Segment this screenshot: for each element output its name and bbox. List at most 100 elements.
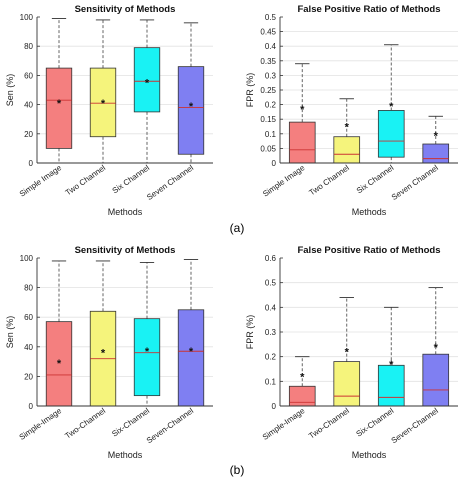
y-tick-label: 0.5 [265, 279, 277, 288]
y-tick-label: 0.45 [260, 28, 276, 37]
x-axis-label: Methods [352, 450, 387, 460]
x-tick-label: Six Channel [111, 163, 152, 195]
y-axis-label: FPR (%) [245, 315, 255, 350]
box-4: * [177, 259, 205, 407]
box-body [288, 121, 316, 164]
chart-title: False Positive Ratio of Methods [297, 4, 440, 15]
x-tick-label: Two Channel [64, 163, 108, 197]
x-tick-label: Six-Channel [110, 406, 151, 438]
chart-3: 0 20 40 60 80 100 * Simple-Image * Two-Channel * Si… [5, 245, 213, 460]
y-tick-label: 60 [24, 71, 33, 80]
box-1: * [45, 260, 73, 407]
mean-marker: * [389, 101, 394, 113]
y-tick-label: 0 [29, 402, 34, 411]
y-tick-label: 0.1 [265, 377, 277, 386]
x-tick-label: Simple Image [18, 163, 64, 199]
y-axis-label: Sen (%) [5, 74, 15, 107]
y-tick-label: 0.4 [265, 303, 277, 312]
x-tick-label: Seven-Channel [390, 406, 441, 445]
box-body [377, 110, 405, 158]
box-3: * [133, 19, 161, 164]
y-tick-label: 0.1 [265, 130, 277, 139]
box-2: * [333, 297, 361, 407]
y-tick-label: 20 [24, 372, 33, 381]
y-tick-label: 0 [29, 159, 34, 168]
x-tick-label: Six-Channel [355, 406, 396, 438]
mean-marker: * [145, 78, 150, 90]
x-axis-label: Methods [108, 207, 143, 217]
y-tick-label: 0.6 [265, 254, 277, 263]
box-2: * [333, 98, 361, 164]
mean-marker: * [145, 346, 150, 358]
y-tick-label: 0.25 [260, 86, 276, 95]
chart-2: 0 0.05 0.1 0.15 0.2 0.25 0.3 0.35 0.4 0.45 0.5 * Sim… [245, 4, 458, 217]
box-body [177, 309, 205, 407]
x-tick-label: Two Channel [307, 163, 351, 197]
x-tick-label: Seven Channel [390, 163, 440, 202]
box-body [377, 364, 405, 407]
x-axis-label: Methods [108, 450, 143, 460]
box-3: * [377, 306, 405, 407]
box-body [133, 47, 161, 113]
box-body [333, 361, 361, 407]
y-tick-label: 40 [24, 343, 33, 352]
y-tick-label: 20 [24, 130, 33, 139]
box-body [89, 67, 117, 138]
mean-marker: * [101, 348, 106, 360]
y-tick-label: 40 [24, 101, 33, 110]
y-tick-label: 0.4 [265, 42, 277, 51]
mean-marker: * [345, 347, 350, 359]
y-tick-label: 0.35 [260, 57, 276, 66]
chart-1: 0 20 40 60 80 100 * Simple Image * Two Channel * Si… [5, 4, 213, 217]
x-tick-label: Seven-Channel [145, 406, 196, 445]
y-tick-label: 0 [272, 159, 277, 168]
panel-label-a: (a) [230, 221, 245, 235]
box-body [422, 143, 450, 164]
y-tick-label: 100 [20, 254, 34, 263]
mean-marker: * [57, 358, 62, 370]
x-tick-label: Simple Image [261, 163, 307, 199]
box-body [422, 353, 450, 407]
x-tick-label: Two-Channel [63, 406, 107, 441]
box-2: * [89, 19, 117, 164]
mean-marker: * [300, 104, 305, 116]
chart-title: Sensitivity of Methods [75, 245, 176, 256]
box-2: * [89, 260, 117, 407]
y-tick-label: 100 [20, 13, 34, 22]
mean-marker: * [434, 130, 439, 142]
x-tick-label: Six Channel [355, 163, 396, 195]
y-axis-label: Sen (%) [5, 316, 15, 349]
x-tick-label: Simple-Image [261, 406, 307, 442]
box-3: * [377, 44, 405, 164]
y-axis-label: FPR (%) [245, 73, 255, 108]
box-body [45, 321, 73, 407]
chart-title: False Positive Ratio of Methods [297, 245, 440, 256]
box-body [288, 385, 316, 407]
box-body [333, 136, 361, 164]
y-tick-label: 80 [24, 42, 33, 51]
x-tick-label: Seven Channel [145, 163, 195, 202]
mean-marker: * [300, 371, 305, 383]
y-tick-label: 0.2 [265, 353, 277, 362]
y-tick-label: 0.2 [265, 101, 277, 110]
box-1: * [288, 63, 316, 164]
mean-marker: * [434, 342, 439, 354]
mean-marker: * [189, 101, 194, 113]
x-tick-label: Two-Channel [307, 406, 351, 441]
box-body [133, 318, 161, 397]
mean-marker: * [57, 98, 62, 110]
box-3: * [133, 261, 161, 407]
mean-marker: * [189, 346, 194, 358]
y-tick-label: 0.3 [265, 328, 277, 337]
mean-marker: * [345, 122, 350, 134]
y-tick-label: 0 [272, 402, 277, 411]
y-tick-label: 0.5 [265, 13, 277, 22]
panel-label-b: (b) [230, 463, 245, 477]
box-1: * [45, 18, 73, 164]
box-body [45, 67, 73, 149]
chart-title: Sensitivity of Methods [75, 4, 176, 15]
y-tick-label: 0.15 [260, 115, 276, 124]
box-4: * [177, 22, 205, 164]
mean-marker: * [389, 359, 394, 371]
